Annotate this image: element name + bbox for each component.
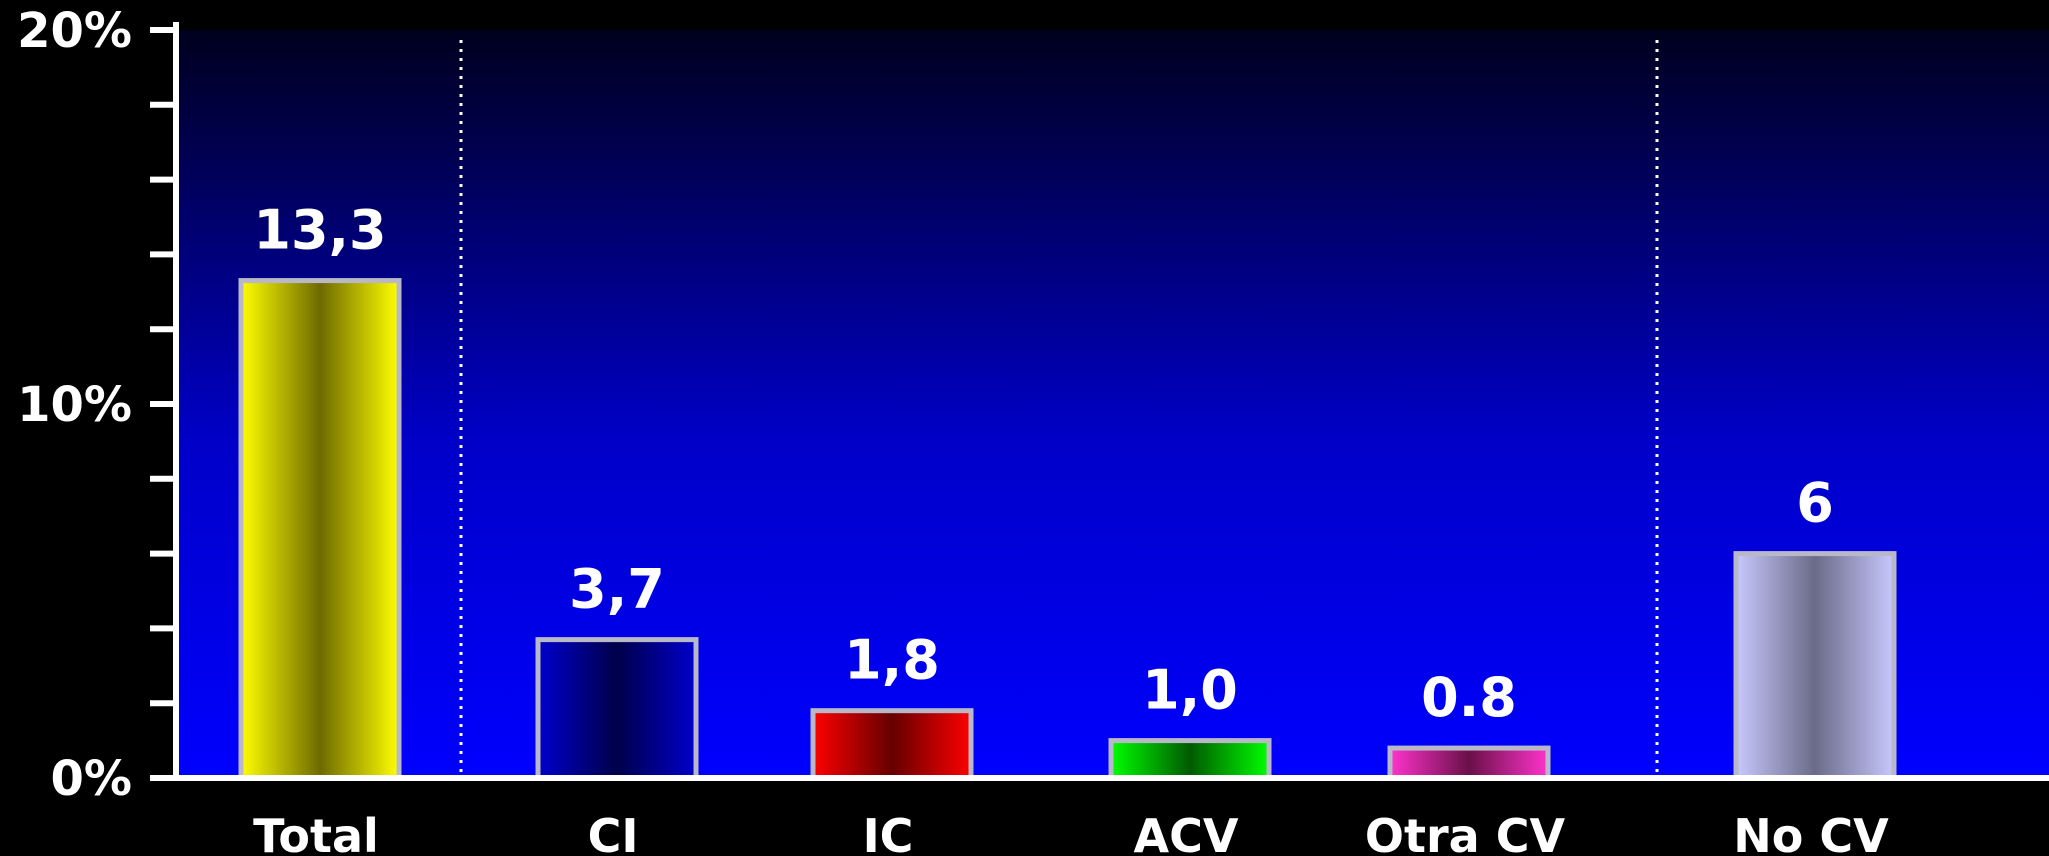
data-label-total: 13,3 (253, 199, 386, 262)
category-label-total: Total (253, 809, 379, 856)
category-label-otra-cv: Otra CV (1365, 809, 1566, 856)
category-label-no-cv: No CV (1733, 809, 1889, 856)
group-separators (459, 40, 1659, 778)
labels-group: 13,3 Total 3,7 CI 1,8 IC 1,0 ACV 0.8 Otra CV 6 No C… (253, 199, 1889, 856)
data-label-ic: 1,8 (844, 629, 940, 692)
data-label-no-cv: 6 (1796, 472, 1834, 535)
data-label-otra-cv: 0.8 (1421, 666, 1517, 729)
data-label-acv: 1,0 (1142, 659, 1238, 722)
bar-total (238, 278, 402, 781)
bars-group (238, 278, 1897, 781)
bar-no-cv (1733, 551, 1897, 781)
y-tick-label-0: 0% (51, 751, 133, 807)
category-label-ci: CI (588, 809, 639, 856)
y-tick-label-10: 10% (17, 377, 132, 433)
y-tick-label-20: 20% (17, 3, 132, 59)
category-label-ic: IC (863, 809, 914, 856)
bar-otra-cv (1387, 745, 1551, 781)
bar-acv (1108, 738, 1272, 781)
y-axis: 0% 10% 20% (17, 3, 2049, 807)
bar-ic (810, 708, 974, 781)
data-label-ci: 3,7 (569, 558, 665, 621)
category-label-acv: ACV (1134, 809, 1239, 856)
bar-ci (535, 637, 699, 781)
